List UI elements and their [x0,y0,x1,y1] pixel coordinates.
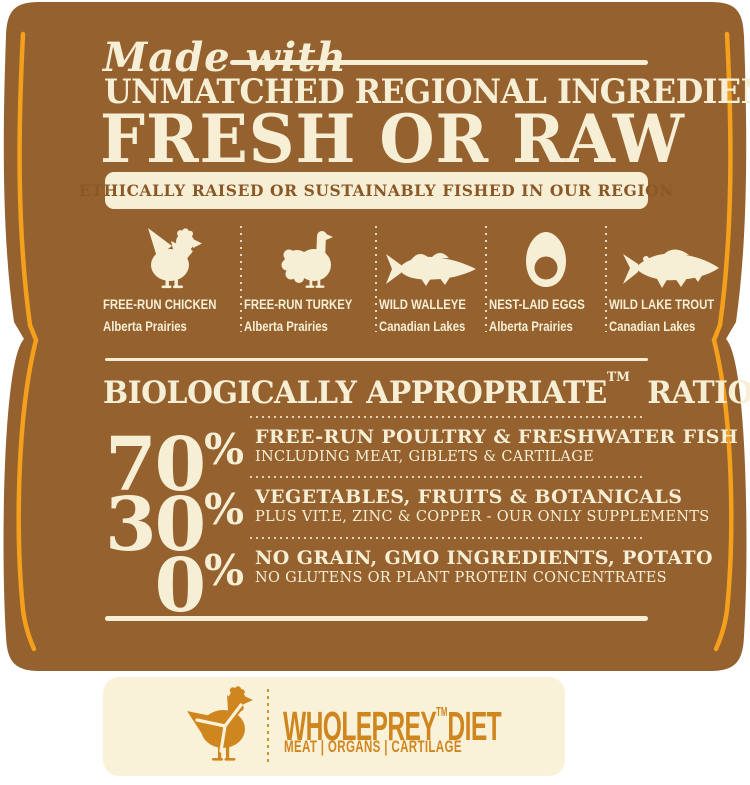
ingredient-column-chicken: FREE-RUN CHICKEN Alberta Prairies [100,222,242,334]
ingredient-column-trout: WILD LAKE TROUT Canadian Lakes [606,222,737,334]
wholeprey-tagline: MEAT | ORGANS | CARTILAGE [284,737,462,756]
ingredient-name: NEST-LAID EGGS [488,297,585,312]
ingredient-name: FREE-RUN CHICKEN [103,297,217,312]
percent-sign: % [204,425,244,474]
ratios-heading: BIOLOGICALLY APPROPRIATETM RATIOS [103,370,750,411]
trout-fish-icon [623,249,720,288]
ingredient-column-walleye: WILD WALLEYE Canadian Lakes [376,222,487,334]
ratio-subtitle: INCLUDING MEAT, GIBLETS & CARTILAGE [255,449,594,465]
page-title: FRESH OR RAW [100,100,685,178]
ingredients-row: FREE-RUN CHICKEN Alberta Prairies [100,222,720,334]
percent-sign: % [204,546,244,595]
ingredient-origin: Canadian Lakes [608,319,695,334]
ratio-subtitle: PLUS VIT.E, ZINC & COPPER - OUR ONLY SUP… [255,509,710,525]
ratio-value: 70% [105,422,244,508]
ingredient-name: WILD WALLEYE [379,297,466,312]
segmented-chicken-icon [187,686,253,761]
ingredient-origin: Alberta Prairies [103,319,187,334]
ratio-title: NO GRAIN, GMO INGREDIENTS, POTATO [255,547,713,569]
trademark-superscript: TM [436,704,448,719]
ingredient-name: FREE-RUN TURKEY [244,297,353,312]
wholeprey-brand: WHOLEPREYTMDIET [283,703,502,749]
chicken-icon [147,228,202,289]
ratio-value: 0% [154,543,244,629]
ethics-banner-text: ETHICALLY RAISED OR SUSTAINABLY FISHED I… [78,181,675,200]
accent-line-right [711,31,734,652]
egg-icon [525,232,566,287]
ingredient-origin: Canadian Lakes [379,319,466,334]
ethics-banner: ETHICALLY RAISED OR SUSTAINABLY FISHED I… [79,172,673,209]
ingredient-column-turkey: FREE-RUN TURKEY Alberta Prairies [241,222,378,334]
ingredient-origin: Alberta Prairies [244,319,328,334]
ingredient-name: WILD LAKE TROUT [608,297,714,312]
section-rule-bottom [105,616,648,621]
dotted-divider [375,226,378,332]
dotted-divider [484,226,487,332]
dotted-divider [240,226,242,332]
footer-dotted-divider [267,689,269,765]
made-with-script: Made with [103,34,347,81]
ratio-dotted-divider [250,476,642,478]
ingredient-origin: Alberta Prairies [488,319,573,334]
ratio-value: 30% [105,482,244,568]
panel-shape [3,2,747,671]
ratio-title: VEGETABLES, FRUITS & BOTANICALS [255,486,683,508]
turkey-icon [281,231,333,288]
percent-sign: % [204,485,244,534]
ratio-dotted-divider [250,537,642,539]
accent-line-left [16,31,39,652]
trademark-superscript: TM [606,370,630,385]
dotted-divider [604,226,607,332]
ratio-subtitle: NO GLUTENS OR PLANT PROTEIN CONCENTRATES [255,570,667,586]
section-rule-top [105,358,648,361]
made-with-rule [230,60,648,65]
ratios-heading-text: BIOLOGICALLY APPROPRIATE [103,375,607,411]
header-subtitle: UNMATCHED REGIONAL INGREDIENTS [104,72,750,112]
wholeprey-panel: WHOLEPREYTMDIET MEAT | ORGANS | CARTILAG… [103,677,565,776]
walleye-fish-icon [385,253,476,286]
ingredient-column-eggs: NEST-LAID EGGS Alberta Prairies [486,222,607,334]
ratio-title: FREE-RUN POULTRY & FRESHWATER FISH [255,426,739,448]
ratios-heading-suffix: RATIOS [647,375,750,411]
ratio-dotted-divider [250,416,642,418]
